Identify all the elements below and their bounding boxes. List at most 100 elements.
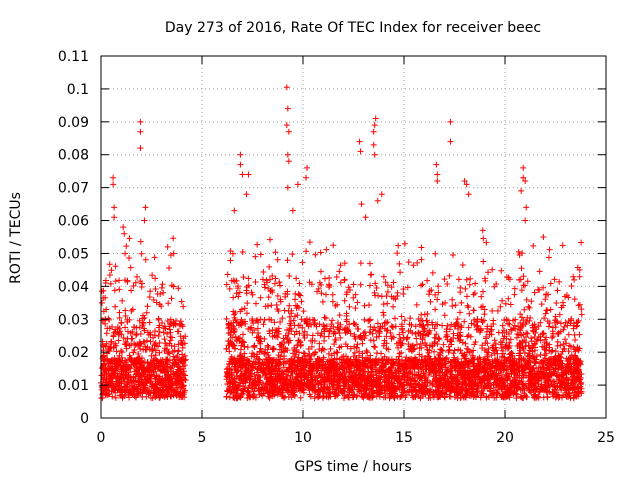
data-point — [118, 368, 125, 375]
data-point — [146, 294, 153, 301]
data-point — [456, 309, 463, 316]
data-point — [162, 325, 169, 332]
data-point — [141, 365, 148, 372]
data-point — [164, 393, 171, 400]
data-point — [136, 340, 143, 347]
data-point — [147, 338, 154, 345]
data-point — [147, 378, 154, 385]
data-point — [244, 300, 251, 307]
data-point — [129, 306, 136, 313]
data-point — [441, 312, 448, 319]
data-point — [578, 306, 585, 313]
data-point — [114, 372, 121, 379]
data-point — [136, 355, 143, 362]
data-point — [463, 276, 470, 283]
data-point — [131, 340, 138, 347]
data-point — [384, 327, 391, 334]
data-point — [418, 282, 425, 289]
data-point — [127, 264, 134, 271]
data-point — [121, 378, 128, 385]
data-point — [116, 331, 123, 338]
data-point — [133, 393, 140, 400]
data-point — [134, 367, 141, 374]
data-point — [578, 239, 585, 246]
data-point — [260, 269, 267, 276]
data-point — [466, 310, 473, 317]
data-point — [432, 250, 439, 257]
data-point — [138, 284, 145, 291]
data-point — [570, 273, 577, 280]
data-point — [380, 301, 387, 308]
data-point — [129, 328, 136, 335]
data-point — [117, 347, 124, 354]
data-point — [146, 319, 153, 326]
data-point — [180, 303, 187, 310]
data-point — [140, 312, 147, 319]
data-point — [271, 280, 278, 287]
data-point — [444, 322, 451, 329]
data-point — [368, 271, 375, 278]
data-point — [156, 339, 163, 346]
data-point — [158, 284, 165, 291]
data-point — [528, 298, 535, 305]
data-point — [182, 376, 189, 383]
data-point — [449, 302, 456, 309]
data-point — [116, 362, 123, 369]
data-point — [515, 248, 522, 255]
data-point — [179, 341, 186, 348]
data-point — [134, 341, 141, 348]
data-point — [149, 347, 156, 354]
data-point — [326, 275, 333, 282]
data-point — [137, 345, 144, 352]
data-point — [315, 394, 322, 401]
data-point — [102, 320, 109, 327]
data-point — [160, 329, 167, 336]
data-point — [296, 330, 303, 337]
data-point — [240, 274, 247, 281]
data-point — [323, 246, 330, 253]
data-point — [142, 256, 149, 263]
data-point — [111, 329, 118, 336]
data-point — [281, 307, 288, 314]
data-point — [147, 329, 154, 336]
data-point — [483, 393, 490, 400]
data-point — [102, 386, 109, 393]
data-point — [372, 344, 379, 351]
data-point — [277, 282, 284, 289]
data-point — [507, 336, 514, 343]
data-point — [351, 349, 358, 356]
data-point — [136, 317, 143, 324]
data-point — [259, 276, 266, 283]
data-point — [547, 280, 554, 287]
data-point — [143, 393, 150, 400]
data-point — [159, 320, 166, 327]
data-point — [299, 259, 306, 266]
data-point — [350, 281, 357, 288]
data-point — [396, 350, 403, 357]
data-point — [366, 317, 373, 324]
data-point — [257, 251, 264, 258]
data-point — [180, 391, 187, 398]
data-point — [252, 279, 259, 286]
data-point — [143, 379, 150, 386]
data-point — [524, 278, 531, 285]
data-point — [435, 283, 442, 290]
data-point — [465, 324, 472, 331]
data-point — [255, 329, 262, 336]
data-point — [464, 302, 471, 309]
data-point — [104, 325, 111, 332]
data-point — [366, 282, 373, 289]
data-point — [395, 344, 402, 351]
data-point — [498, 354, 505, 361]
data-point — [563, 340, 570, 347]
data-point — [458, 299, 465, 306]
data-point — [226, 285, 233, 292]
data-point — [153, 393, 160, 400]
data-point — [132, 331, 139, 338]
data-point — [109, 323, 116, 330]
data-point — [293, 275, 300, 282]
data-point — [549, 347, 556, 354]
data-point — [165, 389, 172, 396]
data-point — [432, 306, 439, 313]
data-point — [466, 281, 473, 288]
